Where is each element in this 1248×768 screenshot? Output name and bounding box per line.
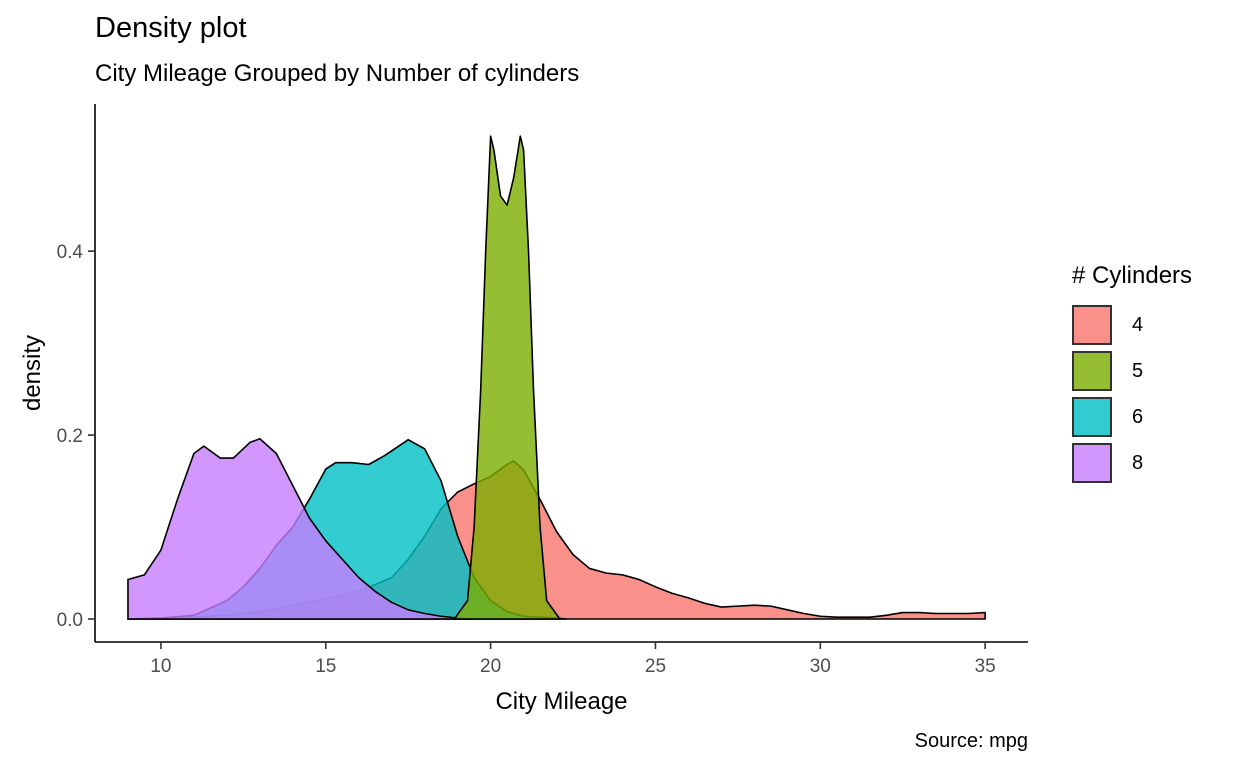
legend-swatch-5 xyxy=(1072,351,1112,391)
legend-item-5: 5 xyxy=(1072,348,1192,394)
chart-caption: Source: mpg xyxy=(914,730,1028,752)
legend-item-6: 6 xyxy=(1072,394,1192,440)
legend-item-4: 4 xyxy=(1072,302,1192,348)
x-tick-label-15: 15 xyxy=(315,656,336,677)
density-area-5 xyxy=(453,135,561,620)
legend-label-5: 5 xyxy=(1132,359,1144,382)
x-tick-label-35: 35 xyxy=(975,656,996,677)
legend-swatch-8 xyxy=(1072,443,1112,483)
x-tick-label-20: 20 xyxy=(480,656,501,677)
legend-item-8: 8 xyxy=(1072,440,1192,486)
x-tick-label-10: 10 xyxy=(150,656,171,677)
legend-label-6: 6 xyxy=(1132,405,1144,428)
y-tick-label-2: 0.4 xyxy=(57,242,84,263)
legend-swatch-4 xyxy=(1072,305,1112,345)
legend-title: # Cylinders xyxy=(1072,262,1193,289)
y-tick-label-1: 0.2 xyxy=(57,426,83,447)
density-area-8 xyxy=(127,437,475,620)
x-axis-title: City Mileage xyxy=(495,688,627,715)
y-axis-title: density xyxy=(19,335,46,411)
legend-label-8: 8 xyxy=(1132,451,1144,474)
legend-label-4: 4 xyxy=(1132,313,1144,336)
x-tick-label-30: 30 xyxy=(810,656,831,677)
x-tick-label-25: 25 xyxy=(645,656,666,677)
chart-subtitle: City Mileage Grouped by Number of cylind… xyxy=(95,60,580,87)
y-tick-label-0: 0.0 xyxy=(57,610,83,631)
legend: # Cylinders 4 5 6 8 xyxy=(1072,262,1192,486)
legend-swatch-6 xyxy=(1072,397,1112,437)
chart-title: Density plot xyxy=(95,12,247,44)
